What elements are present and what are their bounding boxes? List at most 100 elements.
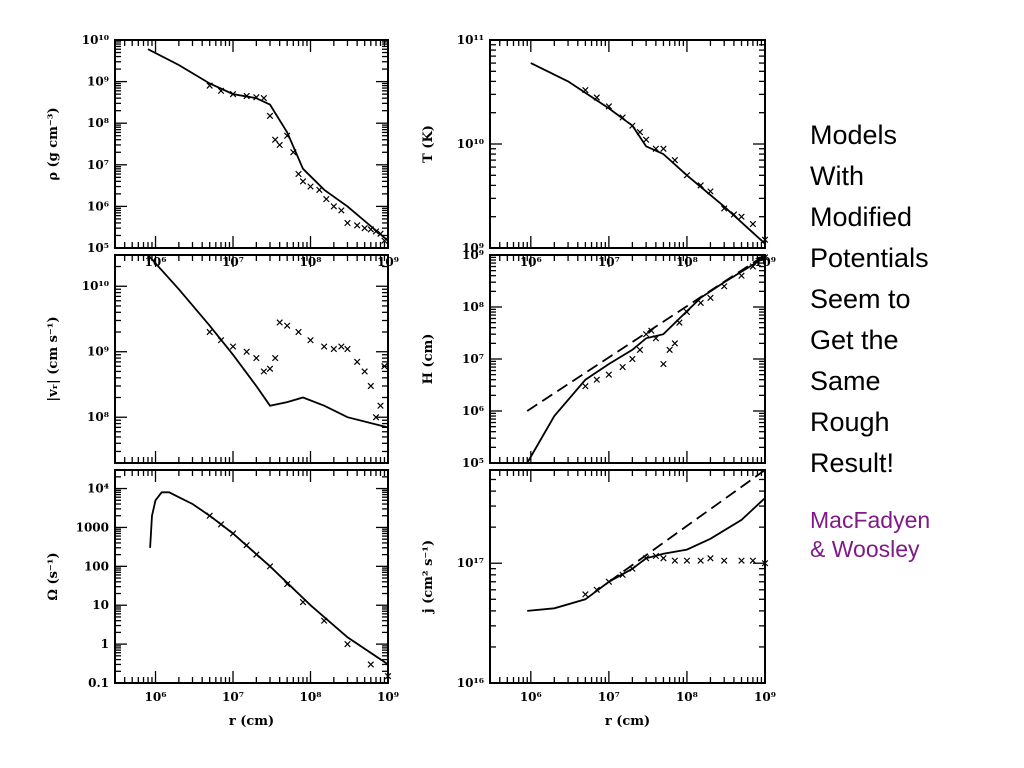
data-point bbox=[749, 557, 757, 564]
panel-Omega: 10⁶ 10⁷ 10⁸ 10⁹ 0.1 1 10 100 1000 10⁴ Ω (s⁻¹) r (cm… bbox=[46, 469, 399, 729]
data-point bbox=[206, 328, 213, 336]
data-point bbox=[353, 358, 361, 366]
data-point bbox=[320, 343, 328, 350]
plot-frame bbox=[489, 469, 766, 684]
data-point bbox=[253, 94, 260, 101]
plot-frame bbox=[114, 469, 389, 684]
data-point bbox=[619, 363, 626, 371]
x-tick-label: 10⁶ bbox=[145, 690, 167, 704]
data-point bbox=[697, 182, 704, 189]
data-point bbox=[243, 541, 250, 549]
data-point bbox=[660, 145, 667, 152]
data-point bbox=[593, 94, 601, 101]
data-point bbox=[320, 617, 328, 624]
data-point bbox=[353, 222, 361, 229]
data-point bbox=[372, 228, 380, 235]
headline-line: Modified bbox=[810, 202, 913, 232]
y-tick-label: 0.1 bbox=[88, 676, 109, 690]
data-point bbox=[344, 219, 351, 227]
slide-text: Models With Modified Potentials Seem to … bbox=[810, 115, 1010, 564]
data-point bbox=[372, 414, 380, 421]
data-point bbox=[361, 368, 368, 375]
y-tick-label: 10⁷ bbox=[87, 158, 109, 172]
data-point bbox=[738, 557, 745, 564]
data-point bbox=[338, 343, 345, 350]
x-axis-label: r (cm) bbox=[229, 714, 274, 729]
y-axis-label: j (cm² s⁻¹) bbox=[421, 540, 436, 614]
x-axis-label: r (cm) bbox=[605, 714, 650, 729]
x-tick-label: 10⁸ bbox=[676, 690, 698, 704]
headline-line: Get the bbox=[810, 325, 899, 355]
model-line bbox=[526, 256, 766, 464]
data-point bbox=[761, 559, 769, 567]
headline-line: With bbox=[810, 161, 864, 191]
data-point bbox=[229, 530, 237, 537]
data-point bbox=[593, 586, 601, 594]
y-tick-label: 10⁴ bbox=[87, 482, 109, 496]
data-point bbox=[217, 521, 225, 528]
y-tick-label: 10⁹ bbox=[87, 75, 109, 89]
data-point bbox=[367, 382, 375, 390]
data-point bbox=[266, 563, 274, 570]
data-point bbox=[720, 205, 728, 212]
data-point bbox=[582, 382, 589, 390]
data-point bbox=[384, 672, 392, 680]
data-point bbox=[295, 170, 302, 178]
data-point bbox=[290, 149, 297, 156]
y-tick-label: 10⁵ bbox=[462, 456, 484, 470]
panel-j: 10⁶ 10⁷ 10⁸ 10⁹ 10¹⁶ 10¹⁷ j (cm² s⁻¹) r (cm) bbox=[421, 469, 776, 729]
data-point bbox=[344, 345, 351, 353]
data-point bbox=[283, 580, 291, 588]
data-point bbox=[307, 336, 314, 344]
panel-vr: 10⁸ 10⁹ 10¹⁰ |vᵣ| (cm s⁻¹) bbox=[46, 254, 389, 464]
y-tick-label: 10⁸ bbox=[462, 300, 484, 314]
data-point bbox=[266, 112, 274, 120]
y-tick-label: 10⁶ bbox=[462, 404, 484, 418]
data-point bbox=[605, 103, 613, 110]
data-point bbox=[660, 555, 667, 562]
data-point bbox=[266, 365, 274, 372]
x-tick-label: 10⁸ bbox=[300, 690, 322, 704]
data-point bbox=[738, 272, 745, 279]
data-point bbox=[307, 183, 314, 190]
data-point bbox=[707, 188, 714, 195]
y-tick-label: 10⁶ bbox=[87, 199, 109, 213]
data-point bbox=[253, 354, 260, 362]
data-point bbox=[377, 402, 384, 409]
y-tick-label: 10 bbox=[92, 598, 109, 612]
data-point bbox=[605, 578, 613, 585]
dashed-line bbox=[608, 469, 766, 583]
y-tick-label: 10¹⁰ bbox=[457, 137, 484, 151]
model-line bbox=[147, 48, 389, 242]
data-point bbox=[260, 94, 268, 102]
y-tick-label: 10¹⁰ bbox=[82, 279, 109, 293]
data-point bbox=[276, 141, 283, 149]
data-point bbox=[761, 236, 769, 243]
data-point bbox=[676, 319, 683, 326]
data-point bbox=[749, 220, 757, 228]
data-point bbox=[671, 340, 679, 347]
data-point bbox=[707, 555, 714, 562]
y-axis-label: T (K) bbox=[421, 125, 436, 163]
data-point bbox=[271, 354, 279, 362]
data-point bbox=[629, 122, 636, 129]
y-tick-label: 1 bbox=[101, 637, 109, 651]
plot-frame bbox=[114, 254, 389, 464]
data-point bbox=[652, 335, 660, 342]
data-point bbox=[582, 86, 589, 94]
figure: 10⁶ 10⁷ 10⁸ 10⁹ 10⁵ 10⁶ 10⁷ 10⁸ 10⁹ 10¹⁰ ρ (g cm⁻³… bbox=[46, 33, 776, 729]
data-point bbox=[283, 322, 291, 329]
data-point bbox=[683, 172, 691, 179]
y-tick-label: 10⁷ bbox=[462, 352, 484, 366]
data-point bbox=[381, 237, 388, 244]
data-point bbox=[283, 132, 291, 139]
x-tick-label: 10⁹ bbox=[377, 690, 399, 704]
data-point bbox=[660, 360, 667, 368]
data-point bbox=[652, 145, 660, 152]
data-point bbox=[276, 319, 283, 326]
y-tick-label: 1000 bbox=[76, 520, 109, 534]
data-point bbox=[330, 345, 338, 353]
y-tick-label: 10¹⁶ bbox=[457, 676, 484, 690]
headline-line: Result! bbox=[810, 448, 895, 478]
